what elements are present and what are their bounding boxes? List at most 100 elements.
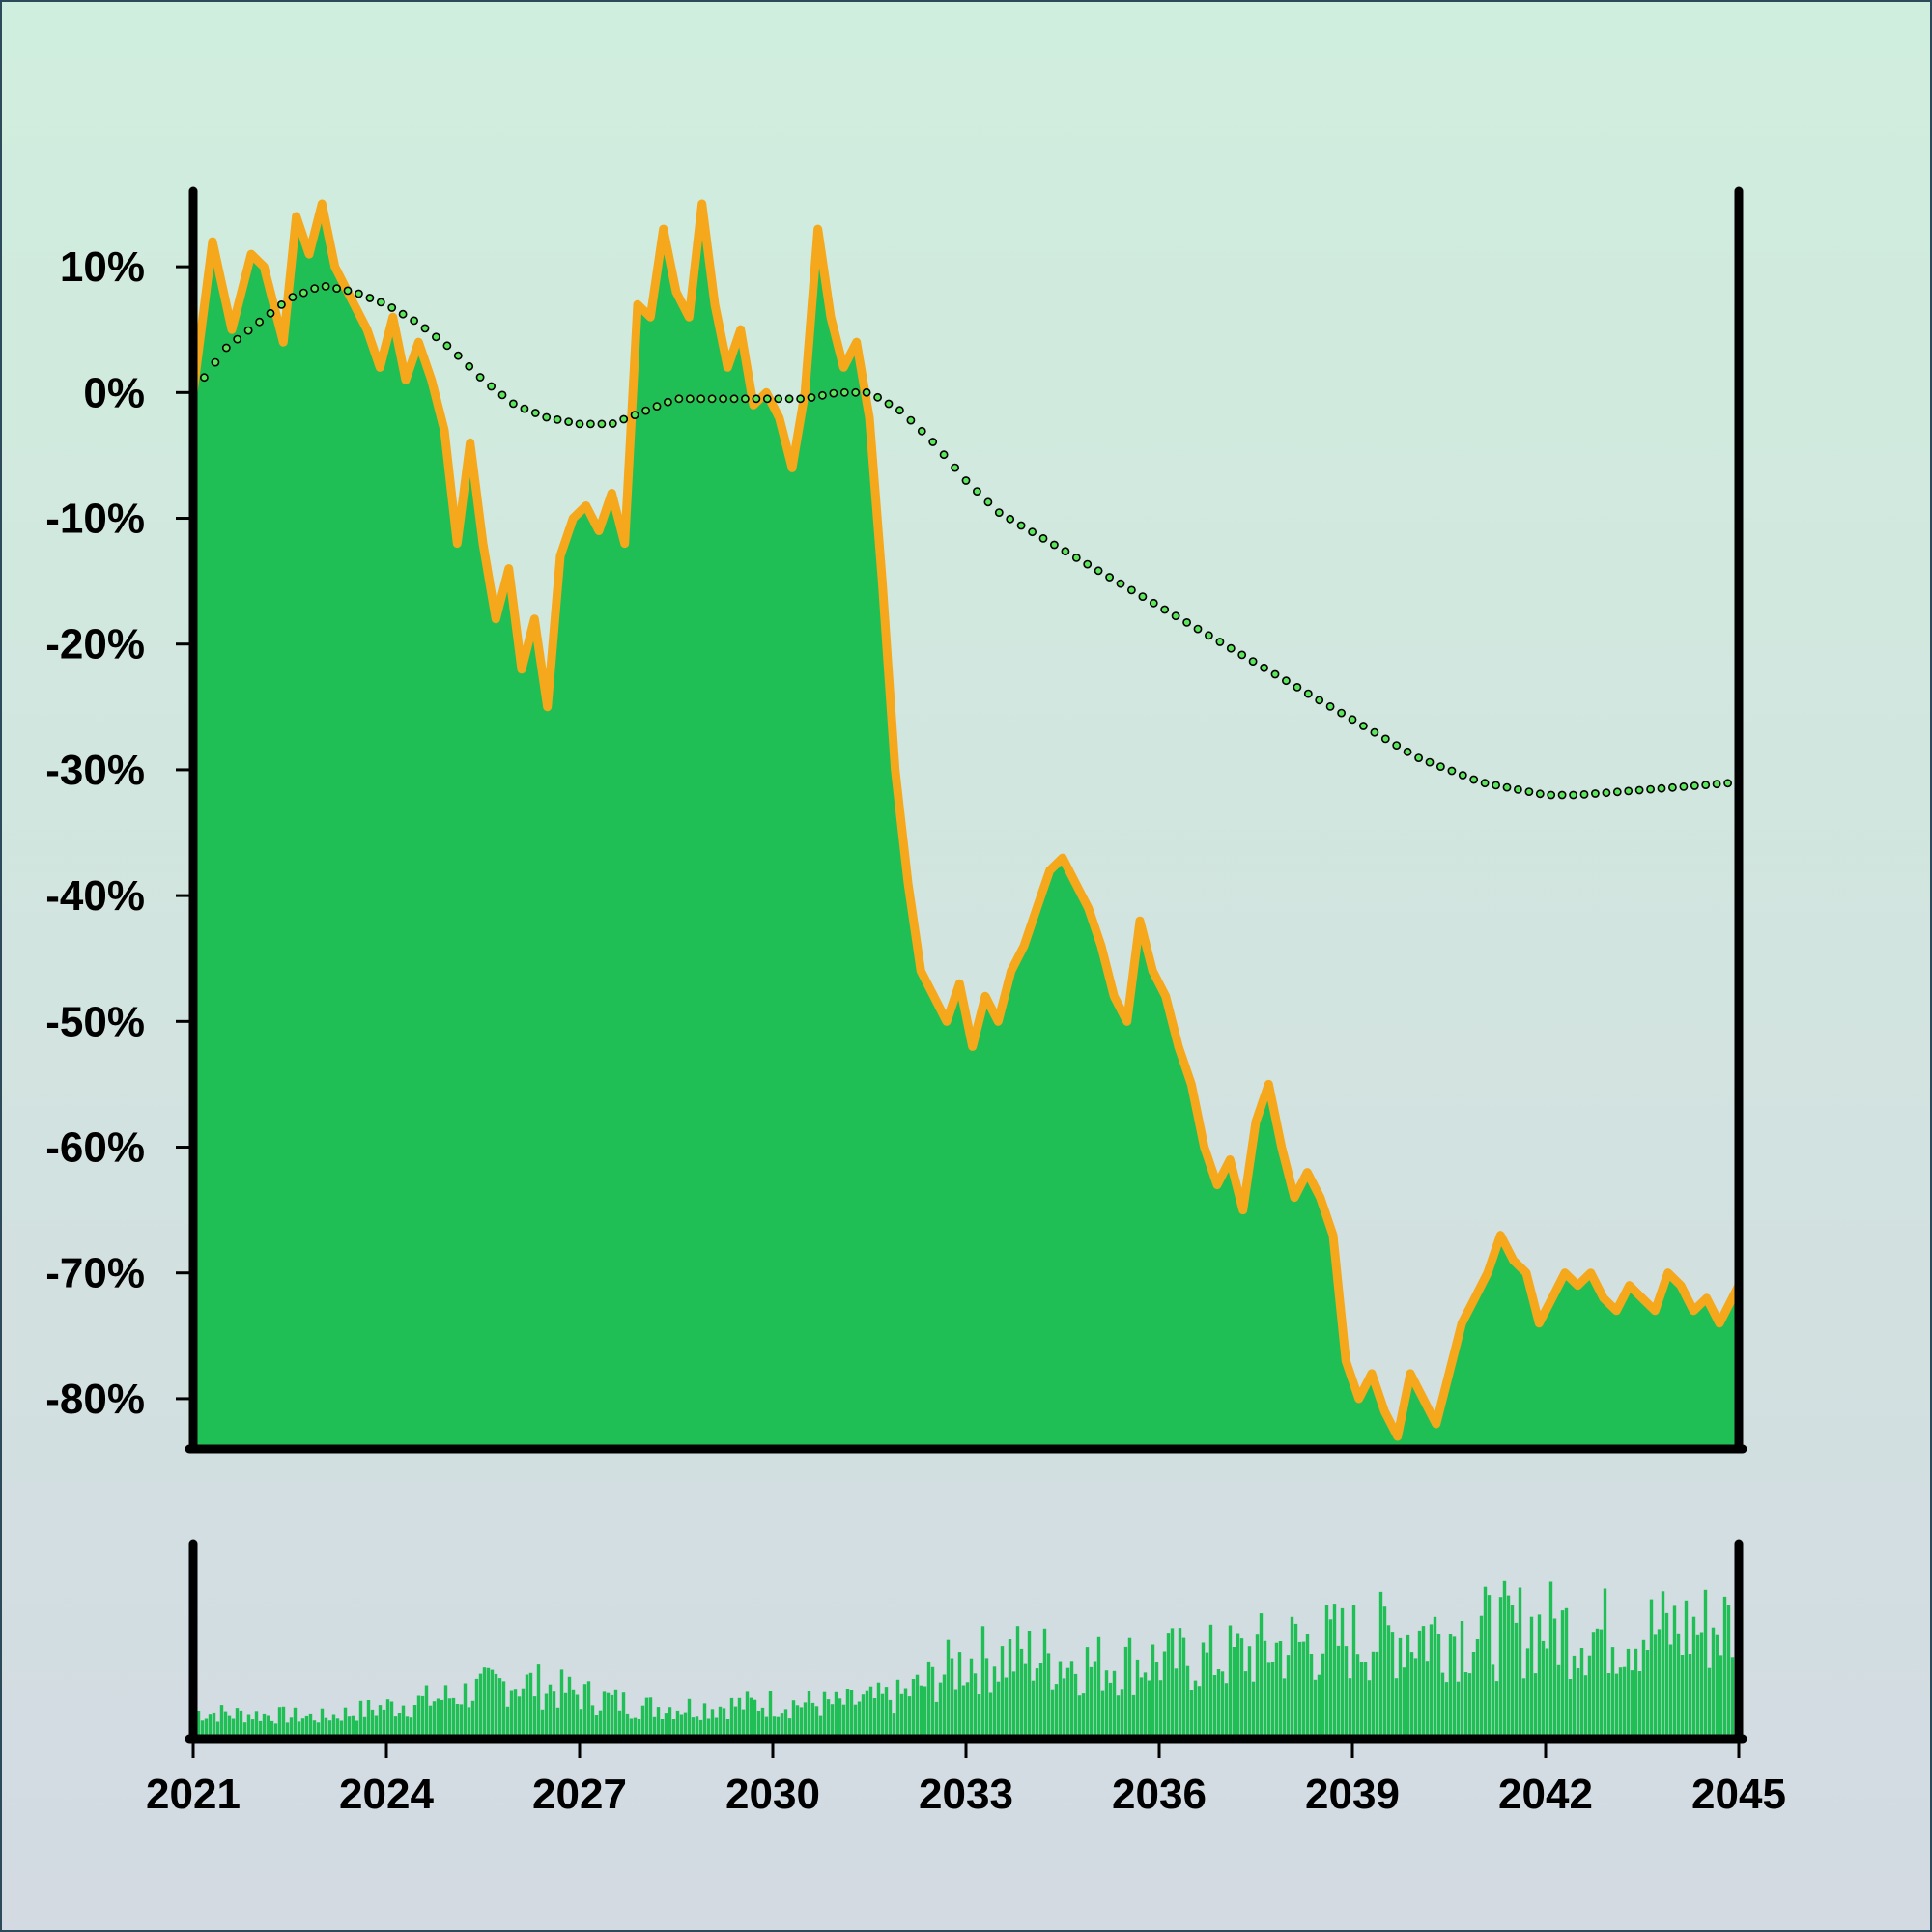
volume-bar — [861, 1694, 866, 1735]
trend-dot — [465, 361, 474, 371]
volume-bar — [930, 1666, 935, 1735]
volume-bar — [1317, 1674, 1321, 1735]
volume-bar — [1015, 1626, 1020, 1735]
volume-bar — [1266, 1662, 1271, 1735]
volume-bar — [486, 1667, 491, 1735]
volume-bar — [521, 1688, 526, 1735]
volume-bar — [760, 1707, 765, 1735]
trend-dot — [1690, 781, 1699, 790]
trend-dot — [1502, 782, 1512, 792]
area-fill — [193, 204, 1739, 1449]
volume-bar — [1622, 1666, 1627, 1735]
trend-dot — [1469, 775, 1479, 784]
volume-bar — [1127, 1637, 1132, 1735]
volume-bar — [849, 1690, 854, 1735]
volume-bar — [984, 1658, 989, 1735]
trend-dot — [1149, 598, 1158, 608]
volume-bar — [339, 1720, 344, 1735]
trend-dot — [575, 419, 584, 429]
volume-bar — [335, 1718, 340, 1735]
volume-bar — [270, 1720, 274, 1735]
volume-bar — [1062, 1678, 1066, 1735]
volume-bar — [1436, 1634, 1441, 1735]
volume-bar — [555, 1707, 560, 1735]
trend-dot — [741, 394, 750, 404]
volume-bar — [1351, 1605, 1356, 1735]
volume-bar — [1170, 1628, 1175, 1735]
volume-bar — [1664, 1612, 1669, 1735]
volume-bar — [1653, 1634, 1658, 1735]
volume-bar — [196, 1711, 201, 1735]
volume-bar — [1606, 1673, 1611, 1735]
volume-bar — [1004, 1677, 1009, 1735]
volume-bar — [1232, 1647, 1236, 1735]
trend-dot — [1215, 638, 1225, 646]
trend-dot — [310, 284, 320, 293]
volume-bar — [1255, 1634, 1260, 1735]
x-tick-label: 2033 — [919, 1771, 1013, 1818]
volume-bar — [1390, 1632, 1395, 1735]
volume-bar — [1286, 1655, 1291, 1735]
volume-bar — [1000, 1646, 1005, 1735]
volume-bar — [273, 1723, 278, 1735]
trend-dot — [1480, 779, 1490, 788]
volume-bar — [532, 1696, 537, 1735]
volume-bar — [1579, 1648, 1584, 1735]
x-axis: 2021 2024 2027 2030 2033 2036 2039 2042 2045 — [146, 1743, 1786, 1818]
trend-dot — [862, 387, 871, 397]
volume-bar — [640, 1705, 645, 1735]
volume-bar — [1278, 1641, 1283, 1735]
volume-bar — [617, 1710, 622, 1735]
volume-bar — [756, 1711, 761, 1735]
trend-dot — [1403, 747, 1412, 756]
volume-bar — [459, 1704, 464, 1735]
volume-bar — [1618, 1667, 1623, 1735]
trend-dot — [1579, 790, 1589, 799]
volume-bar — [1626, 1648, 1631, 1735]
volume-bar — [482, 1667, 487, 1735]
volume-bar — [613, 1689, 618, 1735]
volume-bar — [1394, 1678, 1399, 1735]
volume-bar — [559, 1669, 564, 1735]
volume-bar — [822, 1691, 827, 1735]
volume-bar — [304, 1715, 309, 1735]
volume-bar — [1475, 1639, 1480, 1735]
volume-bar — [1525, 1648, 1530, 1735]
volume-bar — [980, 1626, 985, 1735]
trend-dot — [1315, 696, 1324, 705]
trend-dot — [1050, 540, 1059, 550]
volume-bar — [1599, 1629, 1604, 1735]
trend-dot — [774, 394, 783, 404]
trend-dot — [1094, 566, 1103, 576]
volume-bar — [1293, 1623, 1298, 1735]
volume-chart: 2021 2024 2027 2030 2033 2036 2039 2042 2045 — [146, 1539, 1786, 1818]
trend-dot — [674, 394, 684, 404]
volume-bar — [428, 1705, 433, 1735]
volume-bar — [1158, 1680, 1163, 1735]
volume-bar — [219, 1705, 224, 1735]
trend-dot — [928, 438, 938, 446]
y-tick-label: -20% — [45, 621, 145, 668]
volume-bar — [733, 1706, 738, 1735]
volume-bar — [915, 1674, 920, 1735]
volume-bar — [1247, 1646, 1252, 1735]
volume-bar — [1649, 1599, 1654, 1735]
volume-bar — [420, 1695, 425, 1735]
volume-bar — [1722, 1596, 1727, 1735]
volume-bar — [320, 1708, 325, 1735]
volume-bar — [664, 1713, 668, 1735]
volume-bar — [745, 1691, 750, 1735]
volume-bar — [923, 1686, 927, 1735]
volume-bar — [235, 1708, 240, 1735]
volume-bar — [691, 1717, 696, 1735]
trend-dot — [1282, 676, 1291, 686]
trend-dot — [530, 409, 540, 417]
volume-bar — [297, 1721, 301, 1735]
volume-bar — [1560, 1610, 1565, 1735]
volume-bar — [621, 1692, 626, 1735]
trend-dot — [1569, 790, 1577, 800]
volume-bar — [1019, 1648, 1024, 1735]
volume-bar — [741, 1709, 746, 1735]
trend-dot — [298, 288, 308, 298]
